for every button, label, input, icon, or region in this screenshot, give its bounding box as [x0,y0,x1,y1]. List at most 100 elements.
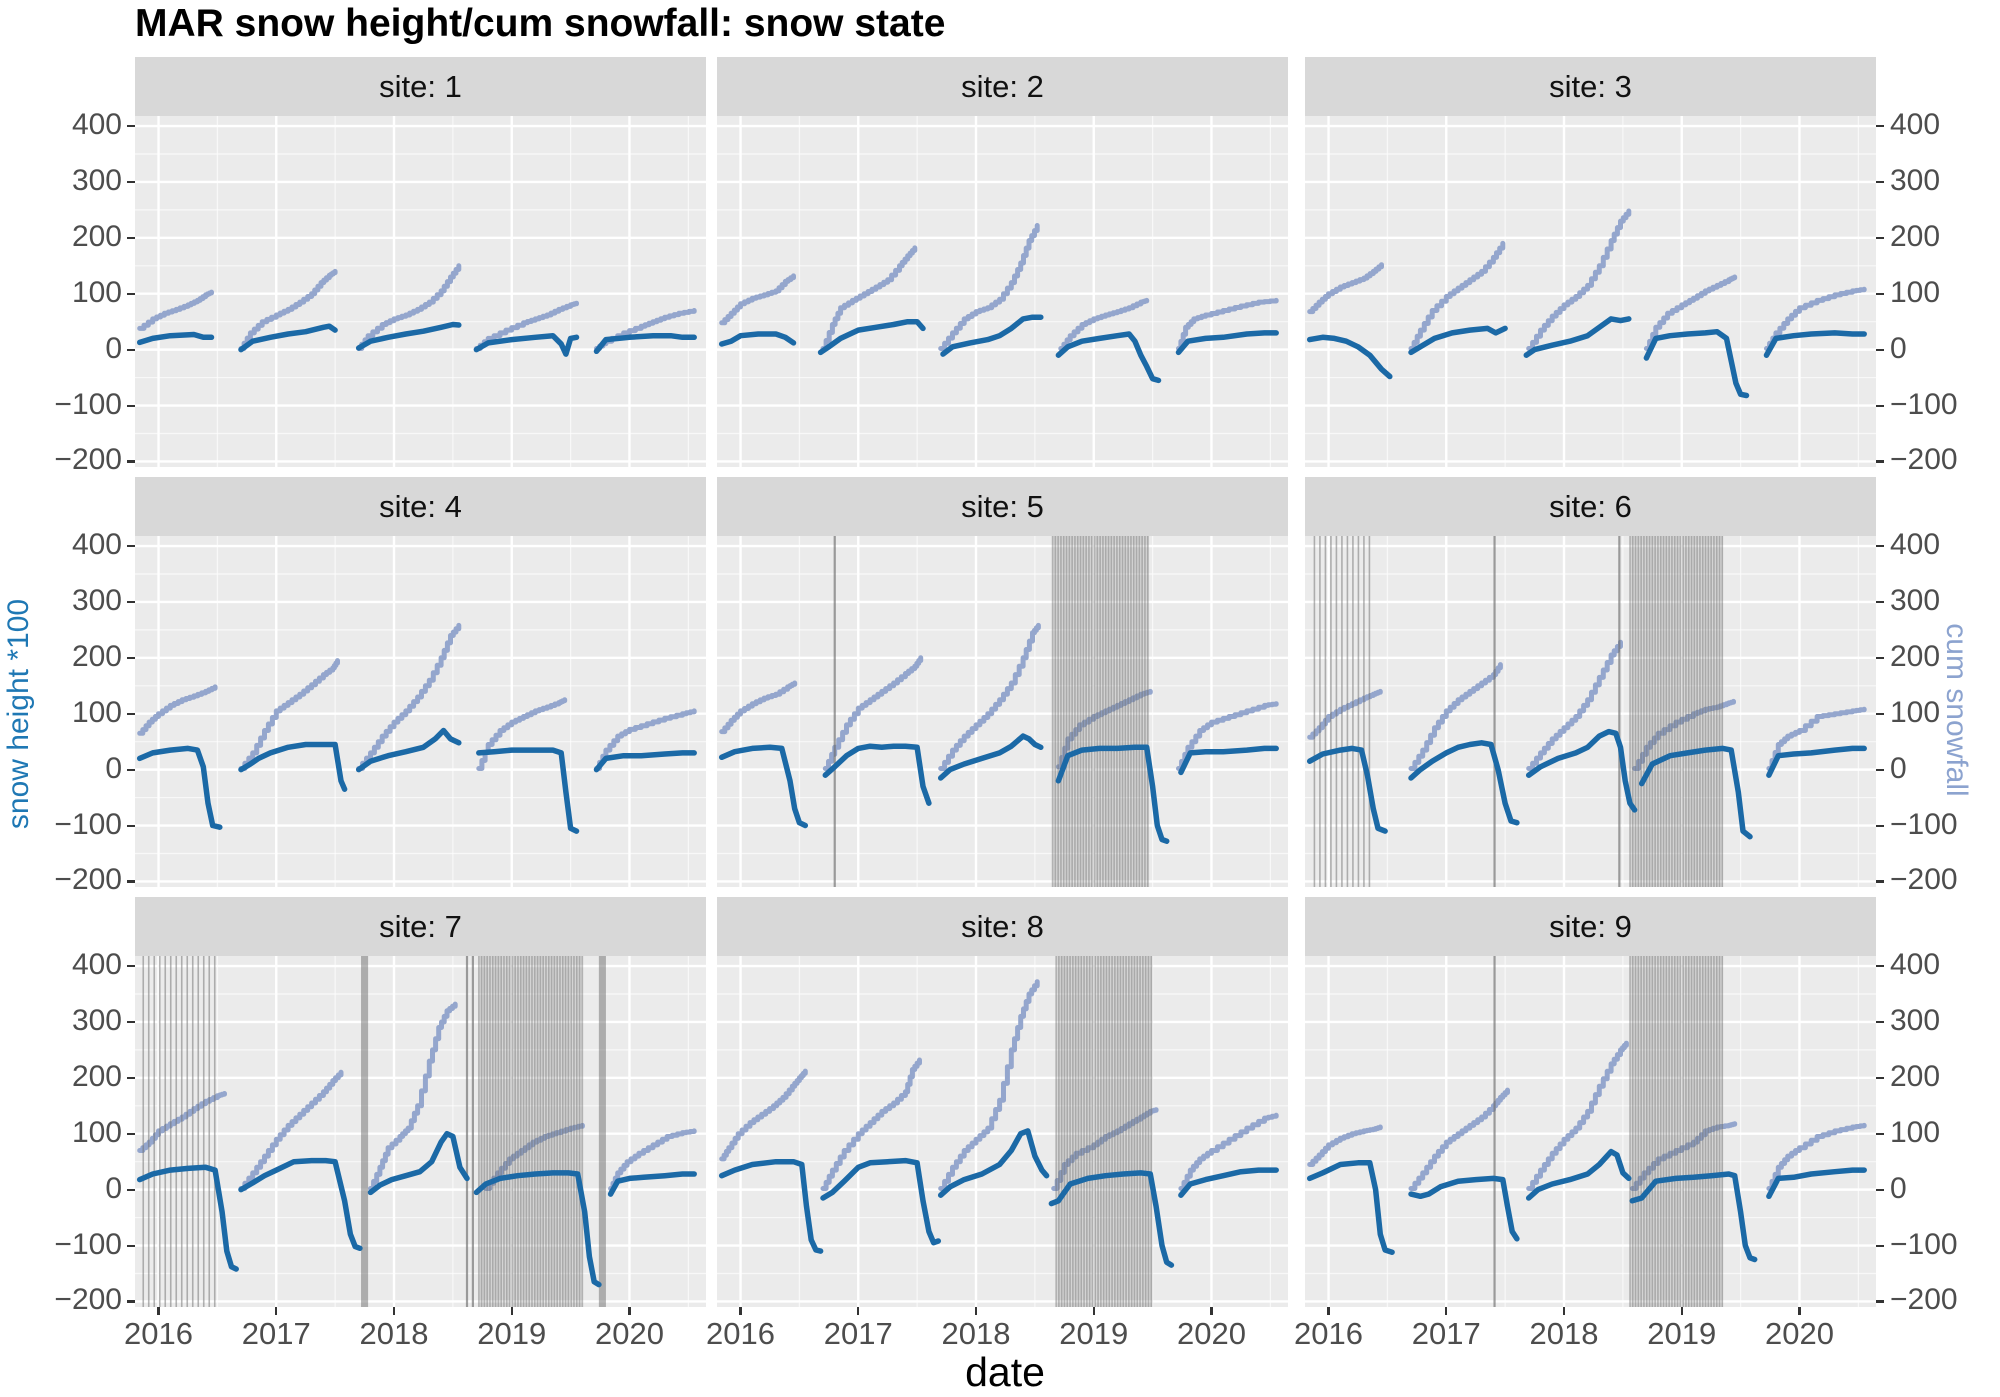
axis-tick-mark [1876,1020,1884,1024]
y-axis-tick-label-left: −200 [54,863,122,897]
figure-title: MAR snow height/cum snowfall: snow state [135,2,946,45]
facet-strip-site-7: site: 7 [135,897,706,956]
y-axis-tick-label-left: −200 [54,1283,122,1317]
y-axis-title-left: snow height *100 [2,598,35,830]
y-axis-tick-label-left: 100 [71,1115,122,1149]
axis-tick-mark [1876,712,1884,716]
y-axis-tick-label-left: −100 [54,807,122,841]
y-axis-tick-label-right: 0 [1890,751,1907,785]
y-axis-tick-label-right: −100 [1890,1227,1958,1261]
y-axis-tick-label-right: 0 [1890,1171,1907,1205]
axis-tick-mark [127,404,135,407]
axis-tick-mark [127,180,135,184]
snow-height-line [937,1128,1050,1198]
cum-snowfall-line [238,1069,344,1191]
axis-tick-mark [275,1307,278,1315]
facet-strip-label: site: 2 [961,68,1044,104]
facet-panel-site-1 [135,116,706,467]
y-axis-tick-label-left: 200 [71,219,122,253]
y-axis-tick-label-right: 300 [1890,1003,1941,1037]
y-axis-tick-label-left: 300 [71,1003,122,1037]
y-axis-tick-label-right: −100 [1890,807,1958,841]
y-axis-tick-label-right: 200 [1890,1059,1941,1093]
facet-panel-site-6 [1305,536,1876,887]
y-axis-tick-label-left: 0 [105,751,122,785]
snow-height-line [1408,325,1508,356]
facet-strip-site-8: site: 8 [717,897,1288,956]
facet-strip-site-5: site: 5 [717,477,1288,536]
cum-snowfall-line [1766,706,1867,771]
snow-height-line [1408,740,1520,826]
y-axis-tick-label-left: 200 [71,1059,122,1093]
snow-height-line [822,743,932,806]
snow-height-line [607,1171,697,1197]
snow-height-line [593,332,697,355]
axis-tick-mark [127,824,135,827]
x-axis-tick-label: 2019 [1059,1316,1129,1351]
y-axis-tick-label-right: 100 [1890,1115,1941,1149]
axis-tick-mark [157,1307,160,1315]
facet-plot-site-7 [135,956,706,1307]
snow-height-line [1629,1171,1758,1263]
axis-tick-mark [1876,236,1884,240]
axis-tick-mark [1876,965,1884,968]
axis-tick-mark [127,1244,135,1247]
snow-height-line [718,1158,824,1254]
snow-height-line [1178,745,1279,776]
snow-height-line [1525,1148,1632,1201]
x-axis-tick-label: 2018 [941,1316,1011,1351]
snow-height-line [1055,331,1162,384]
x-axis-tick-label: 2017 [1411,1316,1481,1351]
y-axis-tick-label-right: 100 [1890,275,1941,309]
cum-snowfall-line [938,979,1040,1191]
y-axis-tick-label-left: 300 [71,163,122,197]
y-axis-tick-label-right: −200 [1890,443,1958,477]
y-axis-tick-label-left: 300 [71,583,122,617]
snow-height-line [1306,745,1388,834]
cum-snowfall-line [1526,208,1632,351]
cum-snowfall-line [1408,240,1506,351]
axis-tick-mark [1876,880,1884,883]
missing-data-band [361,956,369,1307]
facet-strip-site-2: site: 2 [717,57,1288,116]
snow-height-line [367,1130,470,1196]
snow-height-line [937,733,1044,781]
y-axis-tick-label-left: −100 [54,1227,122,1261]
snow-height-line [355,321,462,351]
axis-tick-mark [1798,1307,1801,1315]
cum-snowfall-line [820,245,918,351]
facet-strip-site-9: site: 9 [1305,897,1876,956]
snow-height-line [718,331,797,347]
axis-tick-mark [1876,768,1884,772]
y-axis-tick-label-right: 400 [1890,108,1941,142]
y-axis-tick-label-right: −100 [1890,387,1958,421]
y-axis-tick-label-left: −100 [54,387,122,421]
missing-data-band [1051,536,1150,887]
facet-strip-label: site: 3 [1549,68,1632,104]
cum-snowfall-line [238,268,338,351]
facet-panel-site-4 [135,536,706,887]
snow-height-line [1178,1167,1279,1198]
snow-height-line [1525,728,1638,813]
cum-snowfall-line [719,273,796,326]
cum-snowfall-line [594,308,697,351]
axis-tick-mark [1876,600,1884,604]
facet-plot-site-3 [1305,116,1876,467]
cum-snowfall-line [1408,662,1503,771]
x-axis-tick-label: 2019 [1647,1316,1717,1351]
x-axis-tick-label: 2018 [1529,1316,1599,1351]
cum-snowfall-line [719,680,798,735]
x-axis-title: date [965,1349,1045,1395]
cum-snowfall-line [1629,1121,1738,1191]
y-axis-tick-label-left: 0 [105,1171,122,1205]
cum-snowfall-line [1307,1124,1383,1167]
facet-strip-site-4: site: 4 [135,477,706,536]
cum-snowfall-line [938,622,1041,771]
axis-tick-mark [127,1300,135,1303]
snow-height-line [355,727,462,773]
cum-snowfall-line [1408,1087,1510,1191]
y-axis-tick-label-left: −200 [54,443,122,477]
facet-plot-site-4 [135,536,706,887]
axis-tick-mark [127,712,135,716]
cum-snowfall-line [356,622,462,771]
